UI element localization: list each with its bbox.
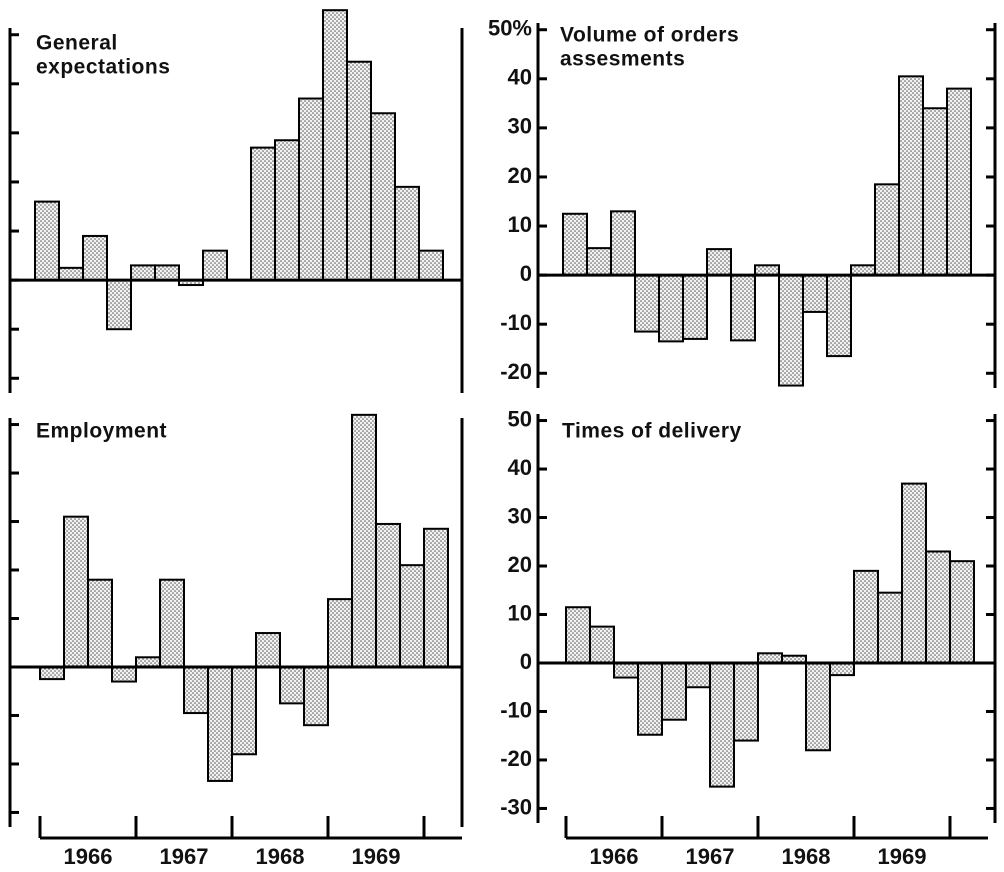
bar: [351, 413, 377, 668]
bar: [63, 515, 89, 668]
bar: [202, 249, 228, 282]
bar: [250, 146, 276, 282]
bar: [34, 200, 60, 282]
bar: [874, 183, 900, 277]
bar: [658, 274, 684, 343]
bar: [130, 264, 156, 282]
bar: [159, 578, 185, 668]
bar: [634, 274, 660, 333]
bar: [346, 60, 372, 282]
bar: [709, 661, 735, 788]
bar: [565, 606, 591, 664]
bar: [901, 482, 927, 664]
y-tick-label: 0: [520, 261, 532, 286]
bar: [423, 527, 449, 668]
bar: [39, 665, 65, 681]
x-tick-label: 1966: [590, 844, 639, 867]
bar: [279, 665, 305, 705]
bar: [370, 112, 396, 282]
bar: [778, 274, 804, 387]
bar: [586, 247, 612, 277]
bar: [898, 75, 924, 277]
y-tick-label: -10: [500, 310, 532, 335]
y-tick-label: -30: [500, 794, 532, 819]
x-tick-label: 1966: [64, 844, 113, 867]
y-tick-label: 20: [508, 163, 532, 188]
bar: [111, 665, 137, 683]
bar: [805, 661, 831, 752]
bar: [706, 248, 732, 277]
bar: [303, 665, 329, 727]
x-tick-label: 1969: [878, 844, 927, 867]
bar: [685, 661, 711, 689]
panel-title: General: [36, 32, 118, 55]
bar: [375, 522, 401, 668]
bar: [82, 234, 108, 282]
bar: [327, 598, 353, 668]
bar: [255, 632, 281, 668]
panel-title: Volume of orders: [560, 24, 739, 47]
bar: [589, 625, 615, 664]
y-tick-label: 30: [508, 503, 532, 528]
bar: [925, 550, 951, 664]
x-tick-label: 1969: [352, 844, 401, 867]
panel-title: Times of delivery: [562, 420, 742, 443]
y-tick-label: -20: [500, 746, 532, 771]
y-tick-label: 10: [508, 600, 532, 625]
bar: [610, 210, 636, 277]
bar: [58, 266, 84, 282]
bar: [298, 97, 324, 282]
bar: [637, 661, 663, 736]
y-tick-label: 50%: [488, 16, 532, 41]
bar: [87, 578, 113, 668]
bar: [106, 279, 132, 331]
y-tick-label: 30: [508, 114, 532, 139]
panel-title: expectations: [36, 56, 170, 79]
panel-title: Employment: [36, 420, 167, 443]
bar: [322, 9, 348, 282]
x-tick-label: 1967: [686, 844, 735, 867]
y-tick-label: 0: [520, 649, 532, 674]
bar: [826, 274, 852, 358]
bar: [183, 665, 209, 715]
bar: [829, 661, 855, 677]
panel-title: assesments: [560, 48, 685, 71]
x-tick-label: 1968: [256, 844, 305, 867]
bar: [922, 107, 948, 277]
bar: [946, 87, 972, 277]
bar: [399, 564, 425, 668]
bar: [207, 665, 233, 782]
bar: [154, 264, 180, 282]
y-tick-label: 50: [508, 406, 532, 431]
y-tick-label: 10: [508, 212, 532, 237]
bar: [949, 560, 975, 664]
bar: [682, 274, 708, 340]
y-tick-label: 40: [508, 455, 532, 480]
y-tick-label: -10: [500, 697, 532, 722]
bar: [853, 569, 879, 664]
bar: [802, 274, 828, 313]
bar: [661, 661, 687, 721]
bar: [562, 212, 588, 277]
y-tick-label: -20: [500, 359, 532, 384]
y-tick-label: 20: [508, 552, 532, 577]
x-tick-label: 1967: [160, 844, 209, 867]
x-tick-label: 1968: [782, 844, 831, 867]
bar: [418, 249, 444, 282]
bar: [231, 665, 257, 756]
bar: [877, 591, 903, 664]
bar: [274, 139, 300, 282]
bar: [613, 661, 639, 679]
bar: [733, 661, 759, 742]
bar: [394, 185, 420, 282]
y-tick-label: 40: [508, 65, 532, 90]
bar: [730, 274, 756, 342]
